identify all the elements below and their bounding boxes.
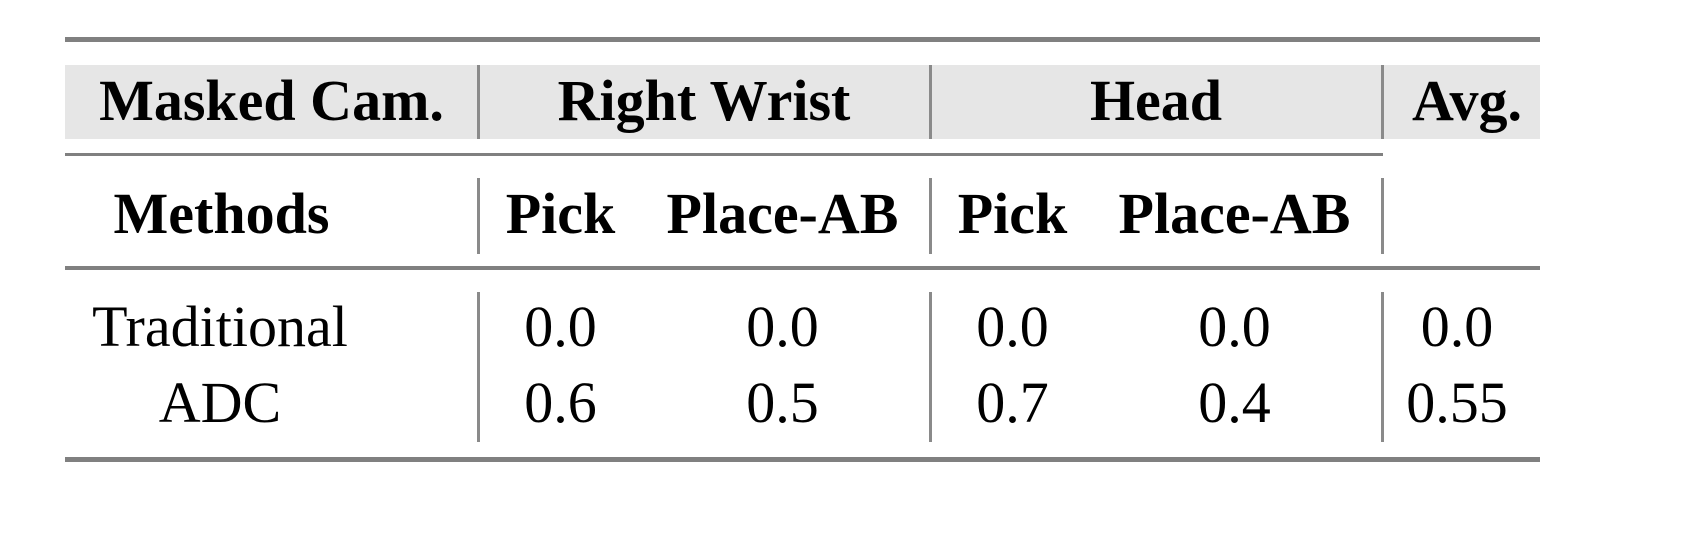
header-masked-cam: Masked Cam. [99,68,444,133]
top-rule [65,37,1540,42]
col-divider [929,65,932,139]
col-divider [477,65,480,139]
cell-value: 0.0 [1420,294,1494,359]
col-divider [1381,292,1384,442]
header-bottom-rule [65,266,1540,270]
header-rw-pick: Pick [505,181,616,246]
header-methods: Methods [113,181,330,246]
header-rw-place-ab: Place-AB [666,181,899,246]
header-head: Head [1089,68,1223,133]
bottom-rule [65,457,1540,462]
col-divider [1381,65,1384,139]
header-right-wrist: Right Wrist [557,68,851,133]
header-head-place-ab: Place-AB [1118,181,1351,246]
cell-value: 0.0 [524,294,597,359]
cell-value: 0.0 [746,294,819,359]
cell-value: 0.0 [976,294,1049,359]
cell-value: 0.4 [1198,370,1271,435]
cell-value: 0.0 [1198,294,1271,359]
col-divider [477,178,480,254]
col-divider [929,292,932,442]
header-head-pick: Pick [957,181,1068,246]
row-method: Traditional [92,294,348,359]
cell-value: 0.55 [1406,370,1508,435]
row-method: ADC [158,370,282,435]
header-background [65,65,1540,139]
cell-value: 0.7 [976,370,1049,435]
col-divider [477,292,480,442]
col-divider [1381,178,1384,254]
col-divider [929,178,932,254]
cell-value: 0.6 [524,370,597,435]
header-mid-rule [65,153,1383,156]
header-avg: Avg. [1411,68,1523,133]
cell-value: 0.5 [746,370,819,435]
